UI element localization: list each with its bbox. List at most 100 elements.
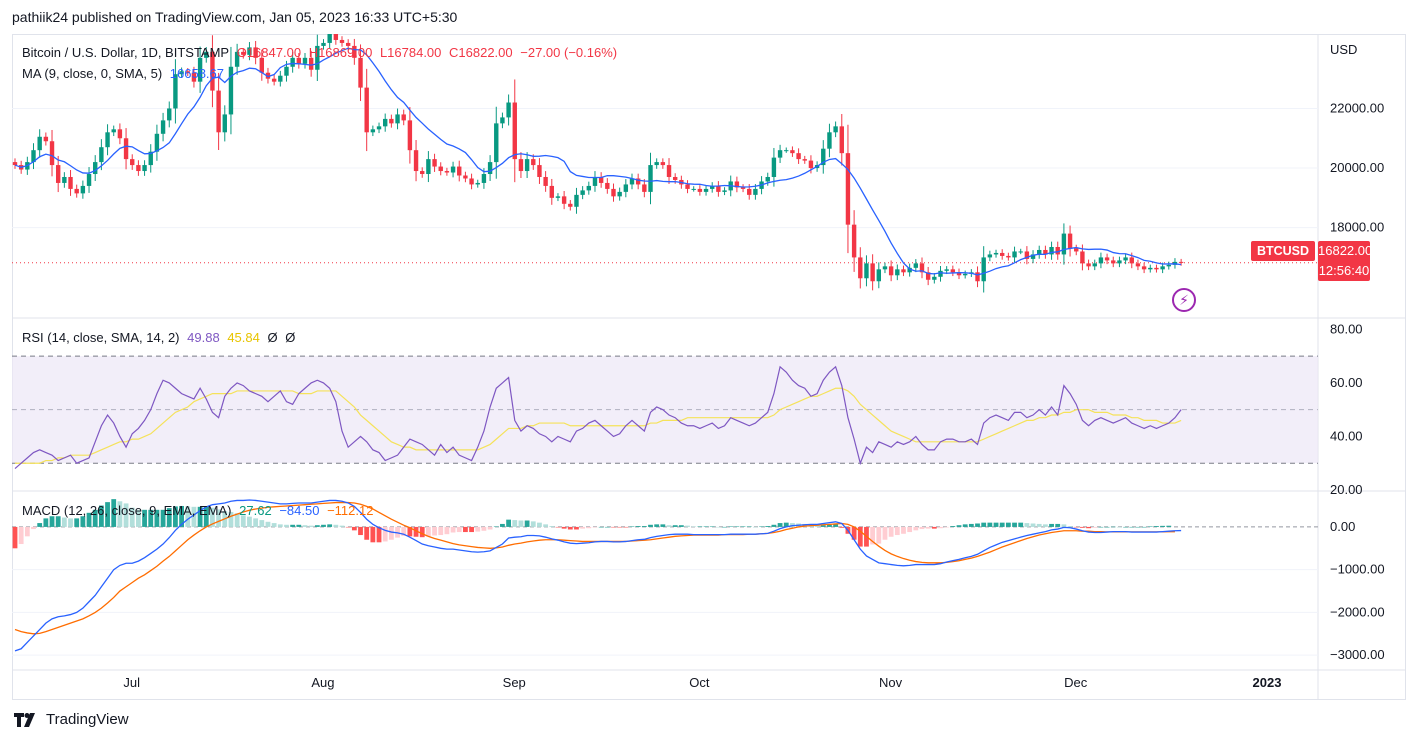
macd-histogram-bar — [672, 525, 678, 527]
candle-body — [1141, 266, 1147, 270]
macd-histogram-bar — [197, 506, 203, 527]
symbol-price-tag: BTCUSD — [1251, 241, 1315, 261]
macd-histogram-bar — [463, 526, 468, 533]
candle-body — [136, 165, 141, 172]
macd-histogram-bar — [259, 520, 265, 527]
macd-histogram-bar — [931, 526, 937, 529]
rsi-ma-value: 45.84 — [227, 330, 260, 345]
macd-histogram-bar — [635, 526, 641, 527]
candle-body — [500, 117, 505, 124]
candle-body — [808, 160, 814, 169]
macd-histogram-bar — [234, 513, 240, 527]
macd-histogram-bar — [623, 526, 629, 528]
candle-body — [481, 174, 487, 183]
candle-body — [475, 182, 480, 185]
candle-body — [302, 57, 308, 64]
candle-body — [179, 71, 184, 75]
macd-histogram-bar — [888, 526, 894, 537]
macd-histogram-bar — [999, 522, 1005, 527]
candle-body — [99, 147, 104, 163]
macd-histogram-bar — [500, 523, 505, 527]
candle-body — [864, 263, 869, 279]
candle-body — [31, 150, 36, 163]
time-tick-label: Nov — [879, 675, 903, 690]
macd-histogram-bar — [753, 526, 758, 528]
macd-histogram-bar — [173, 506, 178, 527]
candle-body — [111, 129, 116, 133]
macd-histogram-bar — [537, 522, 542, 527]
candle-body — [537, 165, 542, 177]
chart-canvas[interactable]: 22000.00 20000.00 18000.00 USD 80.00 60.00 40.… — [12, 34, 1406, 700]
macd-histogram-bar — [870, 526, 876, 545]
macd-histogram-bar — [68, 518, 73, 527]
macd-histogram-bar — [277, 524, 283, 527]
macd-histogram-bar — [425, 526, 431, 537]
macd-histogram-bar — [814, 525, 820, 527]
macd-histogram-bar — [296, 524, 302, 527]
macd-tick-label: 0.00 — [1330, 519, 1355, 534]
candle-body — [148, 151, 153, 166]
macd-histogram-bar — [154, 509, 160, 527]
candle-body — [524, 159, 530, 172]
macd-histogram-bar — [1110, 526, 1116, 528]
candle-body — [457, 166, 462, 176]
macd-histogram-bar — [839, 526, 845, 528]
candle-body — [352, 45, 357, 58]
candle-body — [383, 118, 388, 127]
currency-label: USD — [1330, 42, 1357, 57]
candle-body — [586, 185, 592, 191]
macd-histogram-bar — [1117, 526, 1122, 528]
macd-histogram-bar — [444, 526, 450, 535]
candle-body — [888, 266, 894, 276]
macd-histogram-bar — [1129, 526, 1135, 528]
macd-histogram-bar — [549, 526, 555, 527]
candle-body — [629, 178, 635, 185]
time-tick-label: Oct — [689, 675, 710, 690]
candle-body — [333, 34, 339, 40]
candle-body — [845, 153, 851, 225]
macd-histogram-bar — [290, 524, 296, 527]
main-legend: Bitcoin / U.S. Dollar, 1D, BITSTAMP O168… — [22, 45, 621, 60]
candle-body — [956, 272, 962, 276]
candle-body — [247, 47, 252, 55]
candle-body — [1166, 264, 1171, 267]
candle-body — [672, 176, 678, 180]
macd-histogram-bar — [382, 526, 388, 542]
macd-histogram-bar — [37, 523, 43, 527]
macd-histogram-bar — [1166, 525, 1172, 527]
candle-body — [740, 187, 746, 189]
macd-histogram-bar — [1135, 526, 1141, 528]
macd-histogram-bar — [827, 524, 832, 527]
candle-body — [919, 263, 925, 273]
macd-histogram-bar — [1030, 523, 1036, 527]
candle-body — [1080, 251, 1085, 264]
macd-histogram-bar — [265, 521, 271, 527]
candle-body — [68, 176, 73, 189]
candle-body — [796, 153, 801, 160]
candle-body — [882, 266, 888, 270]
macd-histogram-bar — [678, 525, 684, 527]
symbol-label: Bitcoin / U.S. Dollar, 1D, BITSTAMP — [22, 45, 230, 60]
candle-body — [691, 188, 696, 190]
candle-body — [592, 176, 598, 186]
macd-histogram-bar — [666, 525, 672, 527]
macd-histogram-bar — [746, 526, 752, 527]
macd-histogram-bar — [617, 526, 623, 528]
candle-body — [753, 188, 758, 195]
macd-histogram-bar — [136, 509, 141, 527]
ma-label: MA (9, close, 0, SMA, 5) — [22, 66, 163, 81]
candle-body — [642, 184, 647, 192]
flash-icon[interactable]: ⚡ — [1172, 288, 1196, 312]
candle-body — [259, 57, 264, 73]
publisher-line: pathiik24 published on TradingView.com, … — [12, 9, 458, 25]
macd-histogram-bar — [413, 526, 419, 537]
macd-histogram-bar — [1141, 526, 1147, 528]
candle-body — [55, 165, 61, 183]
candle-body — [1117, 260, 1122, 264]
candle-body — [611, 188, 616, 197]
macd-histogram-bar — [284, 524, 289, 527]
macd-histogram-bar — [450, 526, 456, 533]
candle-body — [130, 159, 135, 166]
macd-histogram-bar — [253, 518, 259, 527]
candle-body — [981, 257, 986, 282]
